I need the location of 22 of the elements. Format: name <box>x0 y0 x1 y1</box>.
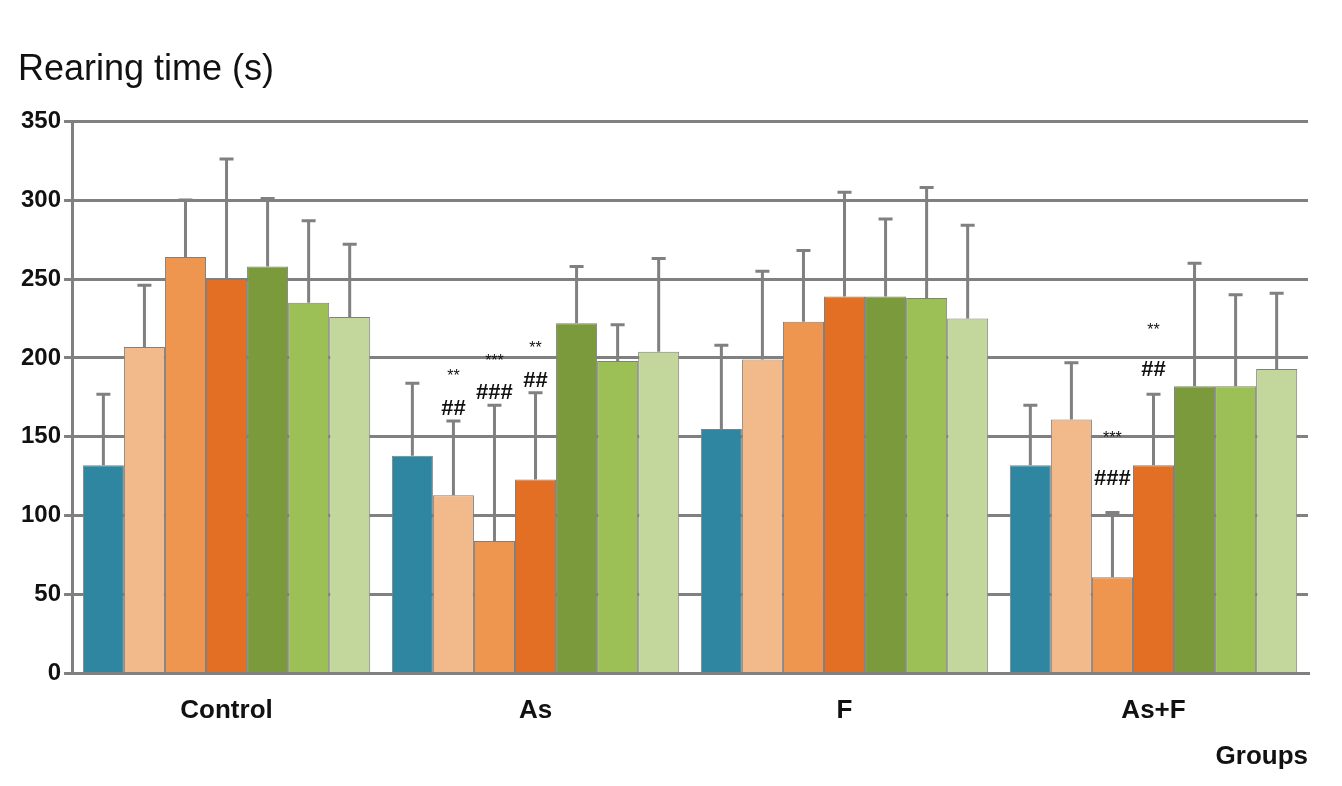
x-tick-label: Control <box>180 694 273 725</box>
y-tick-label: 0 <box>47 658 62 686</box>
annotation: ** <box>447 367 460 385</box>
annotation: ## <box>523 366 548 392</box>
annotation: ** <box>529 339 542 357</box>
x-tick-label: As <box>518 694 553 725</box>
y-tick-label: 250 <box>21 263 62 291</box>
annotation: ** <box>1147 320 1160 338</box>
x-tick-label: As+F <box>1121 694 1186 725</box>
x-tick-label: F <box>836 694 853 725</box>
annotation: ### <box>476 379 513 405</box>
y-tick-label: 300 <box>21 184 62 212</box>
annotation: ### <box>1094 464 1131 490</box>
x-axis-title: Groups <box>1215 739 1308 770</box>
y-tick-label: 50 <box>34 579 62 607</box>
y-tick-label: 150 <box>21 421 62 449</box>
y-tick-label: 350 <box>21 105 62 133</box>
y-tick-label: 100 <box>21 500 62 528</box>
annotation: ## <box>1141 356 1166 382</box>
annotation: ## <box>441 395 466 421</box>
chart-title: Rearing time (s) <box>18 46 275 88</box>
y-tick-label: 200 <box>21 342 62 370</box>
